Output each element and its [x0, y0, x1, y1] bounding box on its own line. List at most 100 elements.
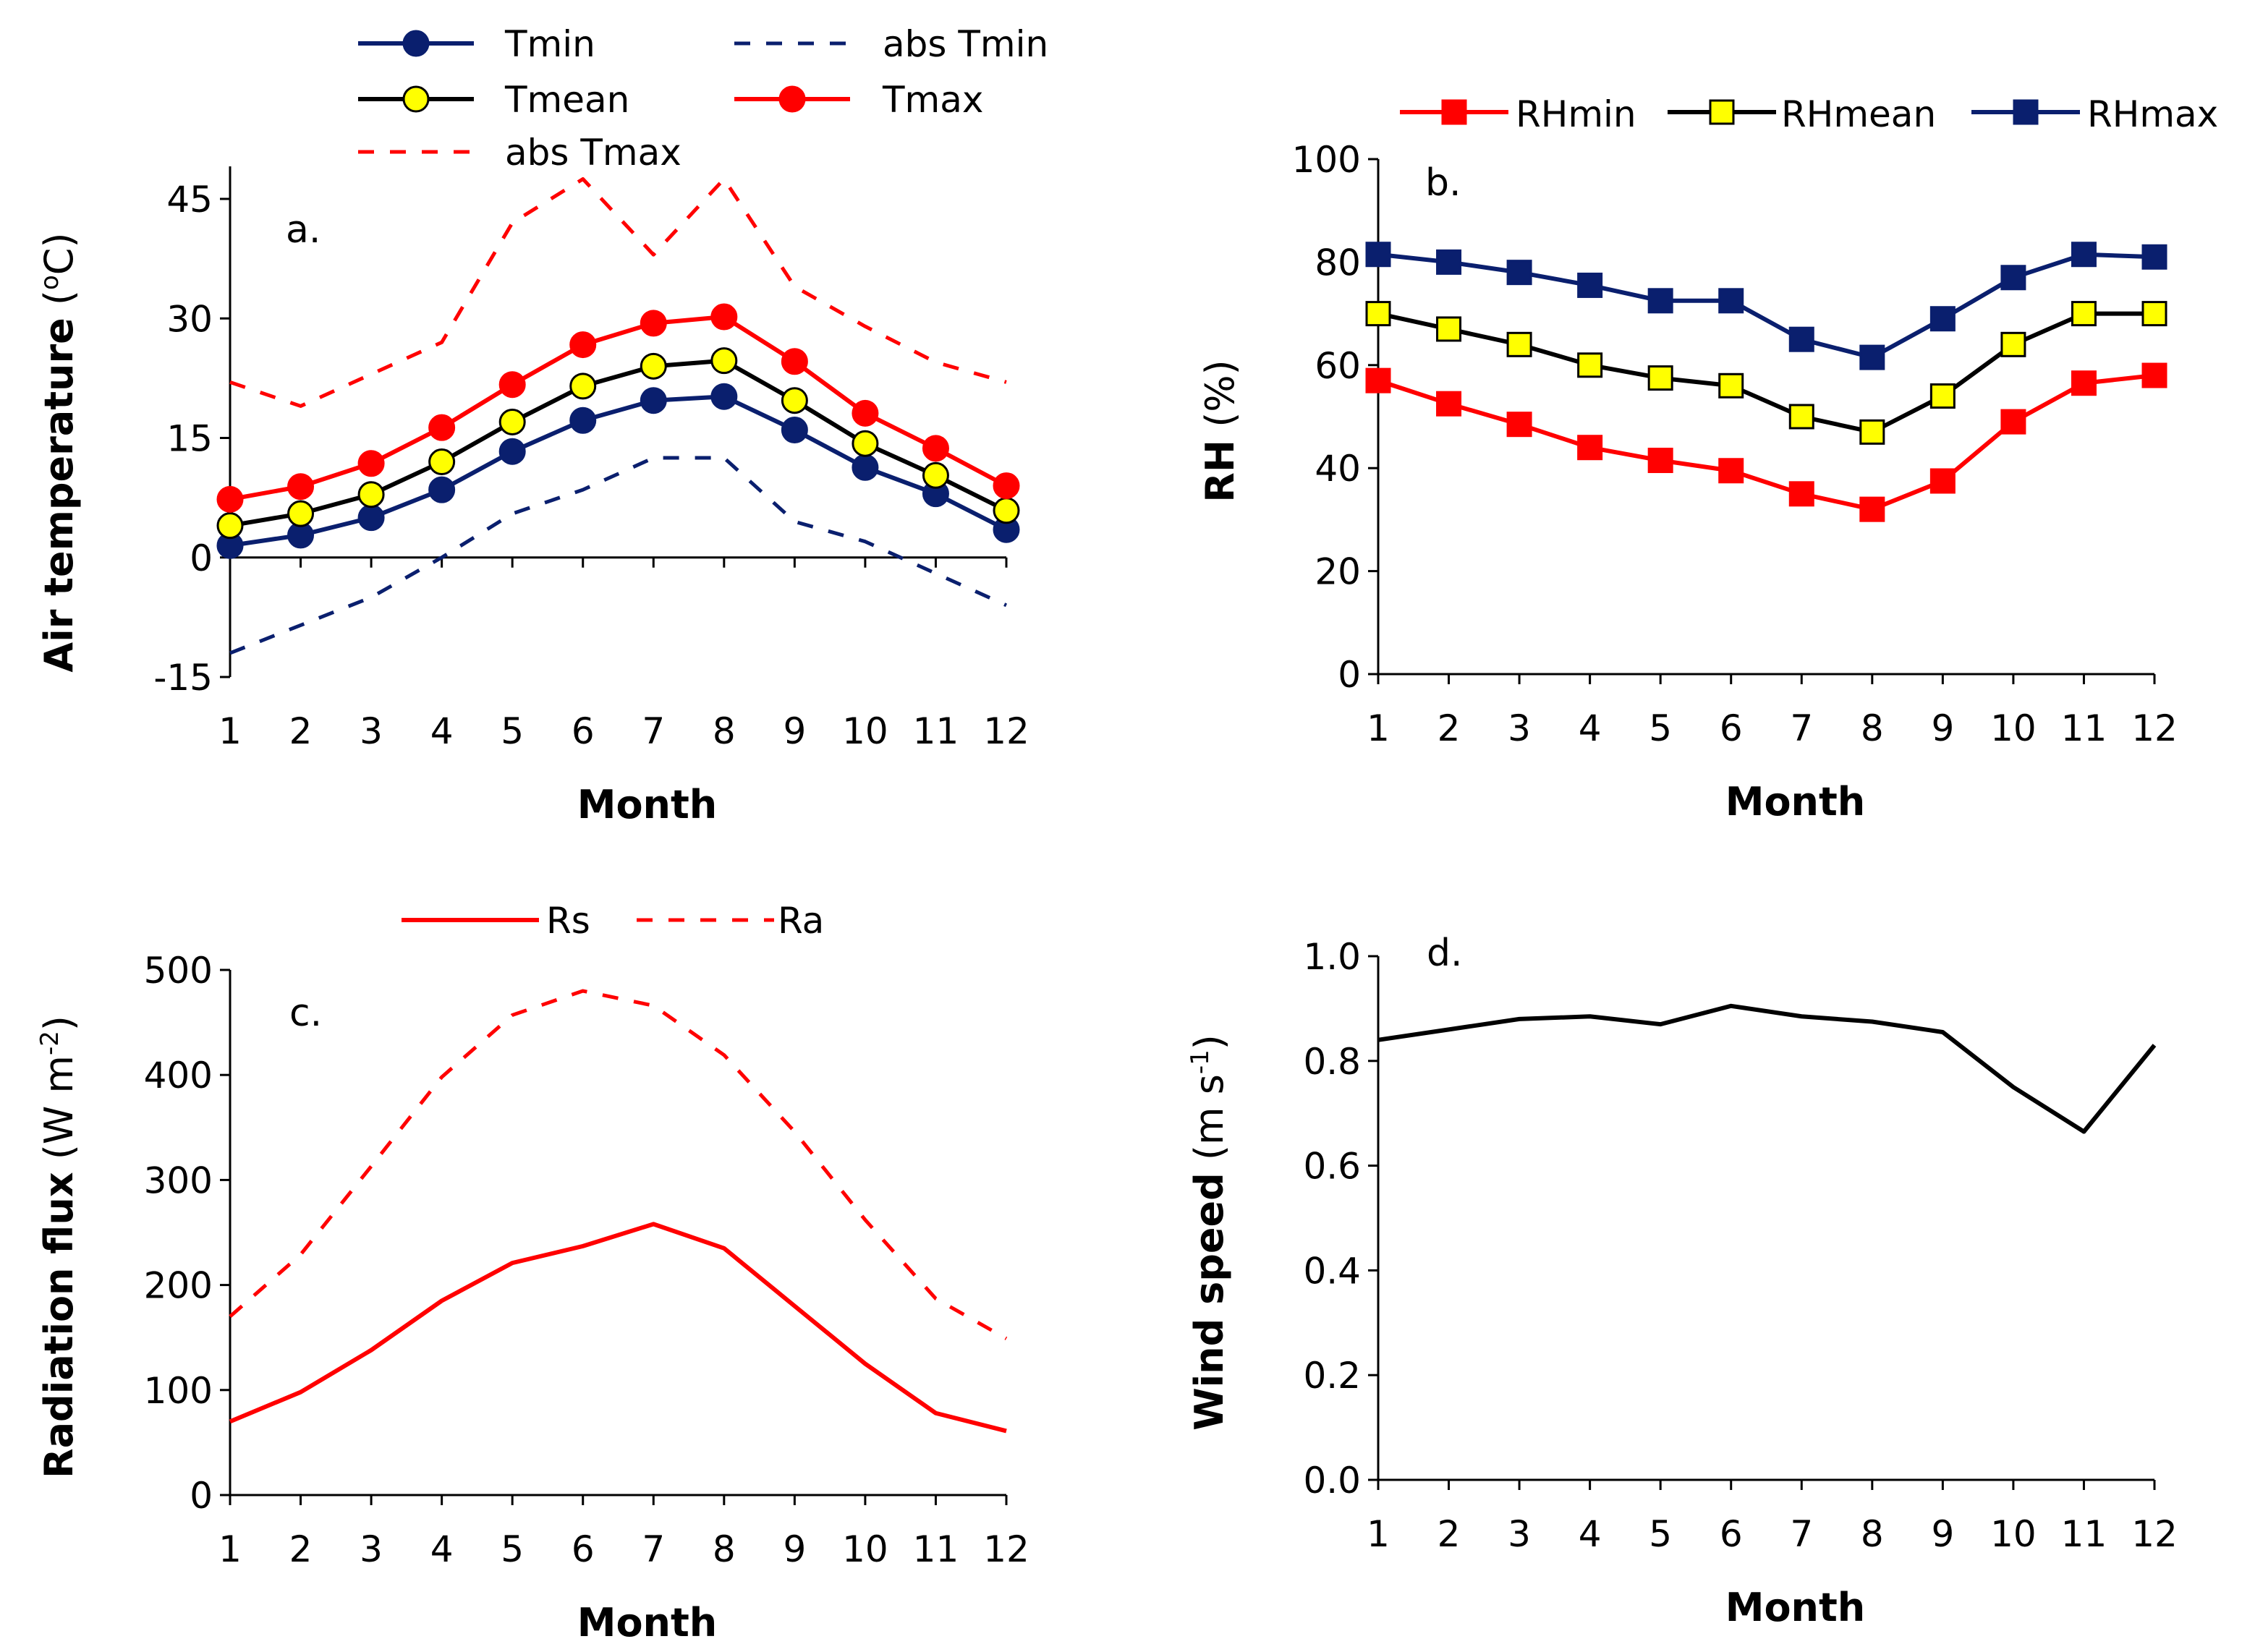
data-point: [710, 347, 738, 375]
x-tick-label: 9: [783, 710, 806, 752]
x-tick-label: 2: [1438, 1513, 1461, 1555]
series-wind-speed: [1377, 1003, 2157, 1134]
y-tick-label: 0.4: [1303, 1250, 1361, 1292]
data-point: [2141, 301, 2167, 327]
data-point: [569, 406, 597, 434]
data-point: [710, 383, 738, 410]
data-point: [1647, 288, 1673, 314]
y-tick-label: 45: [166, 179, 213, 221]
x-tick-label: 6: [572, 1528, 595, 1570]
panel-d: 1.00.80.60.40.20.01 2 3 4 5 6 7 8 9 10 11 12MonthWi…: [1186, 932, 2178, 1630]
y-tick-label: 0.2: [1303, 1355, 1361, 1397]
data-point: [710, 303, 738, 331]
x-tick-label: 11: [2061, 1513, 2107, 1555]
legend-label: Rs: [546, 900, 590, 942]
y-axis-title-unit-close: C): [36, 232, 82, 275]
data-point: [2000, 265, 2026, 291]
x-tick-label: 3: [360, 710, 383, 752]
data-point: [1436, 391, 1462, 417]
panel-label: d.: [1427, 932, 1463, 975]
data-point: [1718, 372, 1744, 399]
series-rhmean: [1365, 301, 2167, 445]
x-tick-label: 8: [1861, 707, 1884, 749]
legend-entry: Ra: [637, 900, 824, 942]
y-tick-label: 60: [1315, 345, 1361, 387]
x-tick-label: 1: [1367, 707, 1390, 749]
legend-label: RHmean: [1781, 93, 1936, 135]
data-point: [428, 448, 456, 476]
x-tick-label: 10: [1990, 707, 2037, 749]
data-point: [216, 485, 244, 513]
data-point: [781, 387, 808, 414]
panel-label: c.: [289, 992, 322, 1035]
series-abs-tmax: [229, 176, 1007, 408]
data-point: [2000, 409, 2026, 435]
data-point: [640, 352, 667, 380]
data-point: [428, 476, 456, 503]
data-point: [428, 414, 456, 441]
legend-marker: [2013, 99, 2039, 125]
x-tick-label: 4: [1579, 1513, 1602, 1555]
data-point: [1788, 404, 1814, 430]
data-point: [993, 472, 1020, 500]
data-point: [1365, 301, 1391, 327]
y-axis-title-unit: (%): [1197, 359, 1243, 440]
x-tick-label: 3: [1508, 707, 1531, 749]
x-tick-label: 4: [430, 710, 454, 752]
x-tick-label: 1: [1367, 1513, 1390, 1555]
legend-label: Tmax: [882, 79, 983, 121]
x-axis-title: Month: [1725, 779, 1866, 825]
y-axis-title: RH (%): [1197, 359, 1243, 502]
series-line: [1377, 373, 2155, 512]
y-axis-title-unit: (: [36, 290, 82, 318]
data-point: [1436, 316, 1462, 342]
y-tick-label: 100: [144, 1370, 213, 1412]
data-point: [2141, 244, 2167, 270]
panel-label: a.: [286, 208, 320, 252]
x-tick-label: 2: [1438, 707, 1461, 749]
x-axis-title: Month: [577, 1600, 718, 1645]
data-point: [781, 416, 808, 443]
x-tick-label: 5: [1649, 1513, 1672, 1555]
data-point: [1506, 260, 1532, 286]
data-point: [640, 310, 667, 337]
data-point: [1506, 412, 1532, 438]
y-tick-label: 0: [1338, 654, 1361, 696]
x-tick-label: 2: [289, 710, 313, 752]
data-point: [357, 450, 385, 477]
y-axis-title-main: Wind speed: [1186, 1172, 1232, 1431]
series-abs-tmin: [229, 456, 1008, 655]
x-tick-label: 8: [1861, 1513, 1884, 1555]
x-tick-label: 6: [1720, 1513, 1743, 1555]
y-axis-title-main: Radiation flux: [36, 1172, 82, 1478]
x-axis-title: Month: [577, 782, 718, 827]
series-line: [229, 358, 1008, 528]
series-line: [1377, 252, 2155, 360]
y-axis-title-sup: o: [35, 275, 64, 290]
x-tick-label: 11: [913, 1528, 959, 1570]
data-point: [1859, 419, 1885, 445]
data-point: [993, 497, 1020, 524]
series-ra: [229, 989, 1008, 1340]
y-tick-label: 15: [166, 418, 213, 460]
data-point: [781, 348, 808, 375]
x-tick-label: 5: [501, 710, 524, 752]
x-tick-label: 3: [360, 1528, 383, 1570]
x-tick-label: 2: [289, 1528, 313, 1570]
x-tick-label: 7: [642, 710, 665, 752]
data-point: [1647, 365, 1673, 391]
y-axis-title: Wind speed (m s-1): [1186, 1034, 1232, 1431]
y-tick-label: 100: [1292, 139, 1361, 181]
data-point: [1859, 344, 1885, 370]
data-point: [2141, 362, 2167, 388]
y-tick-label: 0: [190, 1475, 213, 1517]
y-tick-label: 20: [1315, 551, 1361, 593]
series-rhmax: [1365, 242, 2167, 370]
x-tick-label: 5: [501, 1528, 524, 1570]
legend-entry: Rs: [402, 900, 590, 942]
series-line: [229, 1222, 1007, 1434]
legend-entry: Tmax: [734, 79, 983, 121]
data-point: [1365, 367, 1391, 393]
